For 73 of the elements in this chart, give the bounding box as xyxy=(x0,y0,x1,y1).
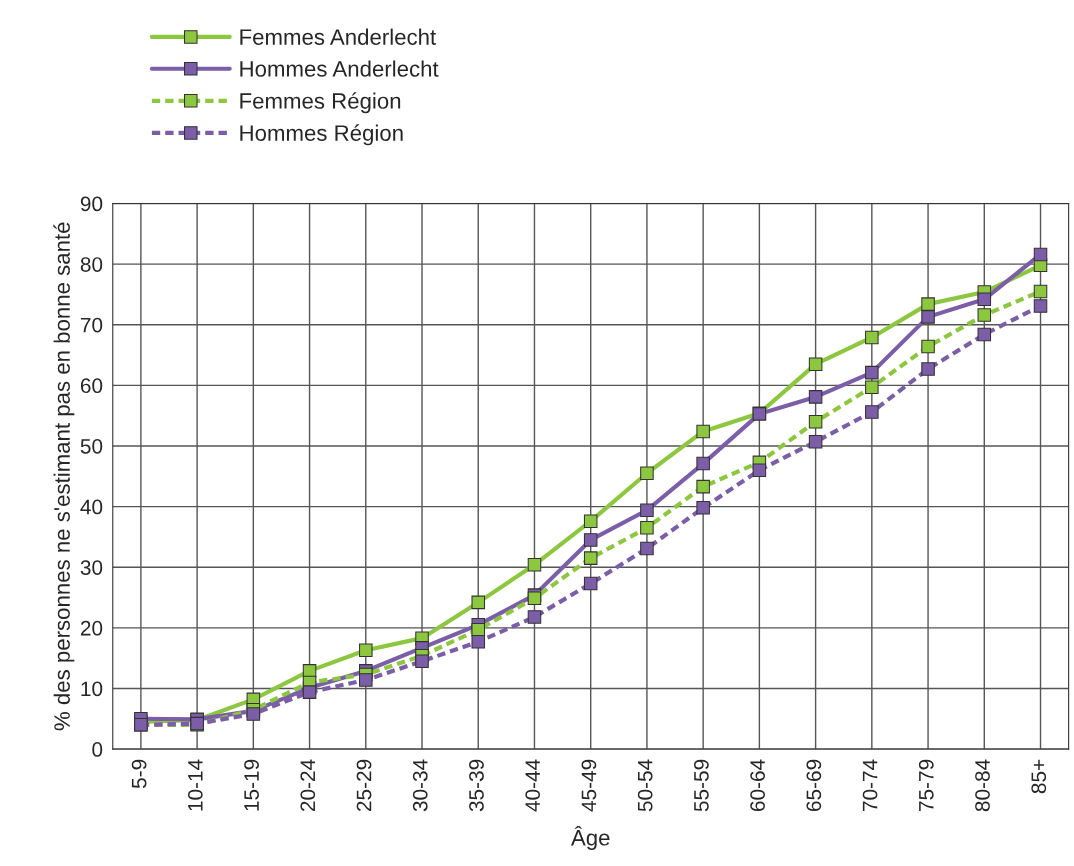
legend-label: Hommes Région xyxy=(240,124,403,146)
y-tick-label: 40 xyxy=(80,499,103,515)
point xyxy=(415,654,429,668)
y-axis-title: % des personnes ne s'estimant pas en bonne santé xyxy=(53,222,75,731)
point xyxy=(359,673,373,687)
point xyxy=(921,362,935,376)
x-tick-label: 45-49 xyxy=(581,759,597,812)
point xyxy=(471,622,486,637)
point xyxy=(808,414,823,429)
x-tick-label: 80-84 xyxy=(975,759,990,812)
x-tick-label: 65-69 xyxy=(806,759,822,812)
x-tick-label: 75-79 xyxy=(918,759,934,812)
point xyxy=(696,424,710,439)
point xyxy=(921,297,935,311)
point xyxy=(977,327,992,342)
point xyxy=(640,521,654,535)
point xyxy=(1033,284,1048,299)
x-tick-label: 55-59 xyxy=(693,759,709,812)
y-tick-label: 30 xyxy=(80,560,103,575)
point xyxy=(583,551,598,565)
point xyxy=(583,533,598,547)
point xyxy=(921,310,935,324)
point xyxy=(808,434,823,449)
point xyxy=(865,365,879,380)
legend-label: Hommes Anderlecht xyxy=(240,60,439,77)
y-tick-label: 10 xyxy=(81,681,103,697)
point xyxy=(696,501,710,515)
point xyxy=(527,610,542,624)
x-tick-label: 70-74 xyxy=(862,759,878,812)
x-tick-label: 30-34 xyxy=(412,759,428,812)
y-tick-label: 20 xyxy=(80,620,103,636)
y-tick-label: 90 xyxy=(80,196,103,212)
point xyxy=(302,685,317,699)
x-tick-label: 25-29 xyxy=(356,759,372,812)
x-tick-label: 85+ xyxy=(1031,759,1047,794)
point xyxy=(640,466,654,481)
point xyxy=(808,357,823,371)
point xyxy=(752,463,767,478)
point xyxy=(808,390,823,404)
x-tick-label: 50-54 xyxy=(637,759,653,812)
x-tick-label: 5-9 xyxy=(131,759,147,789)
point xyxy=(527,558,542,572)
y-tick-label: 70 xyxy=(80,317,103,333)
point xyxy=(583,576,598,591)
point xyxy=(471,635,486,649)
point xyxy=(1033,299,1048,313)
point xyxy=(696,456,710,471)
point xyxy=(977,292,992,307)
legend-label: Femmes Région xyxy=(240,92,401,114)
y-tick-label: 0 xyxy=(92,742,103,757)
point xyxy=(583,514,598,528)
point xyxy=(696,479,710,494)
point xyxy=(640,541,654,556)
y-tick-label: 60 xyxy=(80,378,103,394)
point xyxy=(471,595,486,610)
point xyxy=(977,308,992,322)
point xyxy=(865,330,879,345)
y-tick-label: 50 xyxy=(80,438,103,454)
x-tick-label: 35-39 xyxy=(469,759,484,812)
x-tick-label: 15-19 xyxy=(244,759,259,811)
point xyxy=(1033,247,1048,262)
point xyxy=(359,643,373,658)
point xyxy=(865,380,879,394)
point xyxy=(640,503,654,518)
x-tick-label: 60-64 xyxy=(750,759,765,812)
legend-label: Femmes Anderlecht xyxy=(240,28,437,45)
y-tick-label: 80 xyxy=(80,257,103,272)
x-axis-title: Âge xyxy=(570,825,610,851)
x-tick-label: 40-44 xyxy=(525,759,541,812)
x-tick-label: 20-24 xyxy=(300,759,316,812)
x-tick-label: 10-14 xyxy=(187,759,203,811)
point xyxy=(921,339,935,354)
point xyxy=(865,405,879,419)
